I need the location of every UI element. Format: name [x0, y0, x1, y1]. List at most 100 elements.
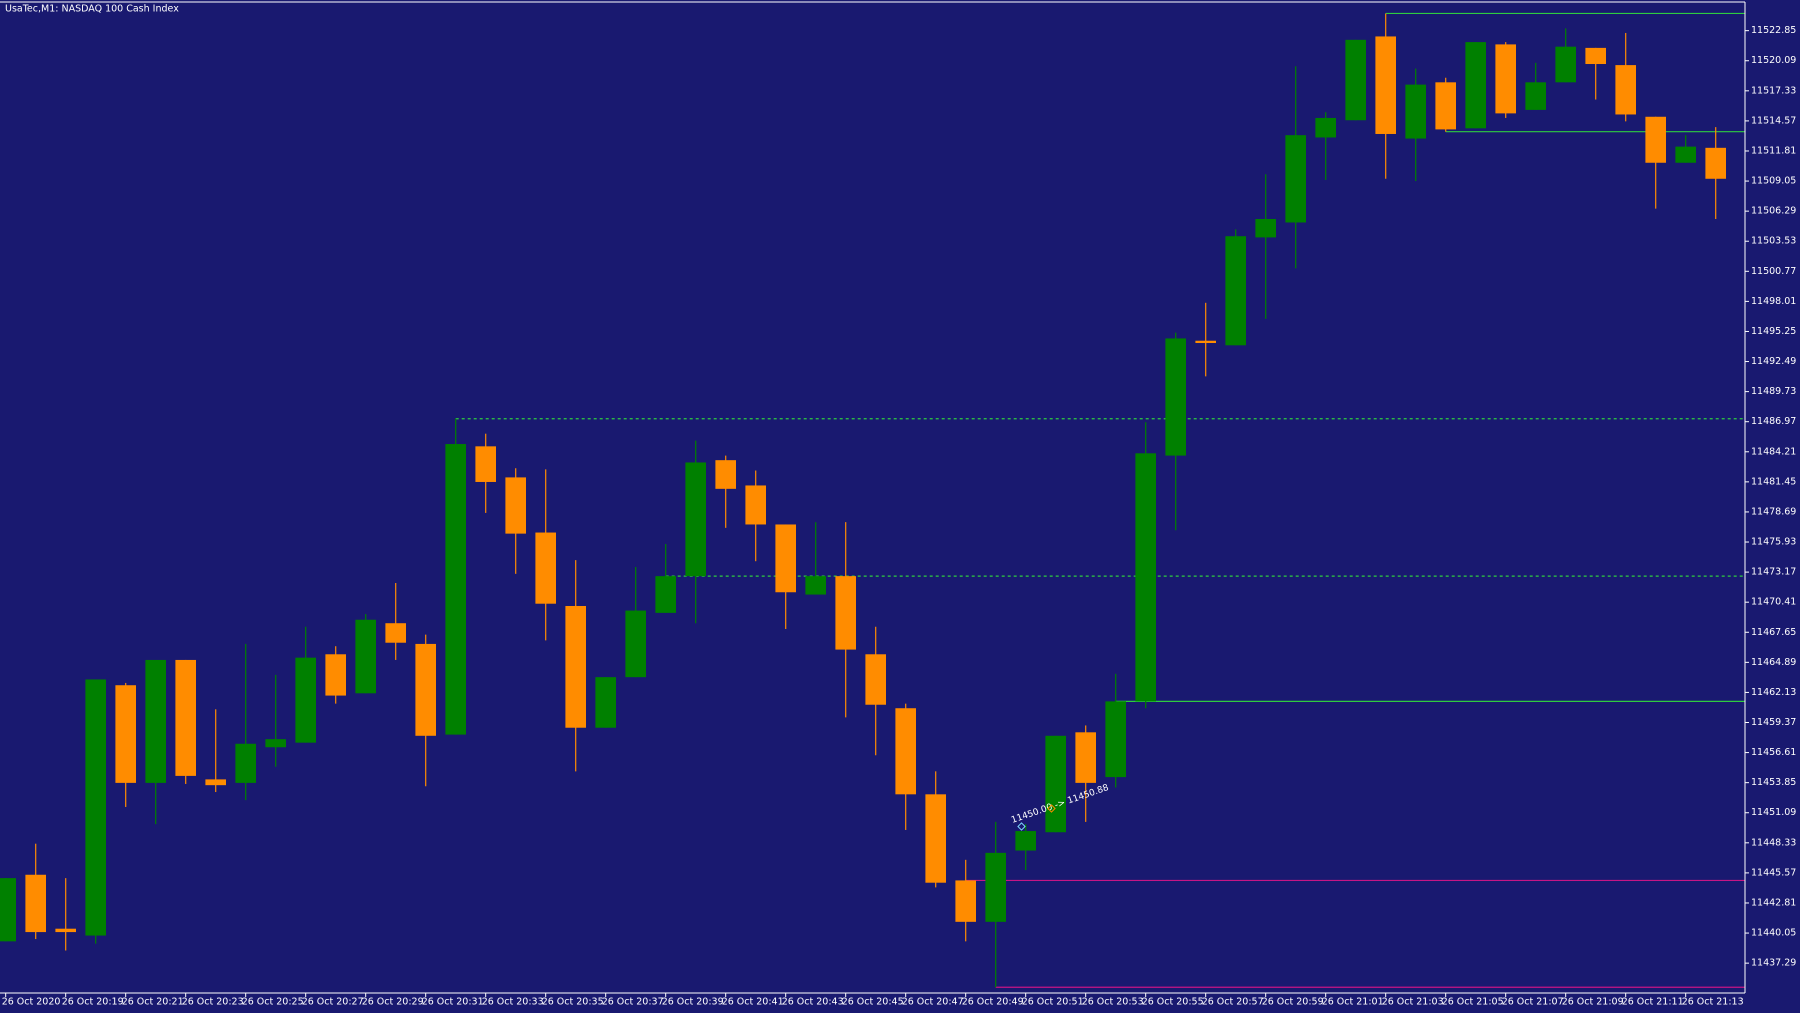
candle-body: [325, 654, 346, 696]
y-tick-label: 11503.53: [1751, 236, 1796, 247]
x-tick-label: 26 Oct 20:27: [302, 997, 364, 1008]
y-tick-label: 11481.45: [1751, 476, 1796, 487]
trade-marker: [1017, 822, 1026, 831]
x-tick-label: 26 Oct 20:21: [122, 997, 184, 1008]
x-tick-label: 26 Oct 20:33: [482, 997, 544, 1008]
candle-body: [1705, 147, 1726, 179]
x-tick-label: 26 Oct 21:13: [1682, 997, 1744, 1008]
y-tick-label: 11522.85: [1751, 25, 1796, 36]
candle-body: [1525, 82, 1546, 110]
candle-body: [1045, 735, 1066, 833]
y-tick-label: 11462.13: [1751, 687, 1796, 698]
candle-body: [595, 677, 616, 728]
candle-body: [565, 605, 586, 728]
x-tick-label: 26 Oct 20:41: [722, 997, 784, 1008]
candle-body: [775, 524, 796, 593]
candle-body: [835, 576, 856, 650]
candle-body: [55, 928, 76, 933]
candle-body: [1315, 117, 1336, 138]
candle-body: [415, 643, 436, 736]
candle-body: [25, 874, 46, 933]
x-tick-label: 26 Oct 20:45: [842, 997, 904, 1008]
candle-body: [1195, 340, 1216, 344]
y-tick-label: 11448.33: [1751, 837, 1796, 848]
candle-body: [1345, 39, 1366, 121]
trade-marker: [1047, 804, 1056, 813]
candle-body: [1495, 44, 1516, 114]
candle-body: [1105, 701, 1126, 778]
candle-body: [925, 794, 946, 883]
chart-title: UsaTec,M1: NASDAQ 100 Cash Index: [5, 4, 179, 15]
candle-body: [1675, 146, 1696, 163]
candle-body: [1075, 732, 1096, 783]
candle-body: [265, 739, 286, 748]
y-tick-label: 11486.97: [1751, 416, 1796, 427]
y-tick-label: 11489.73: [1751, 386, 1796, 397]
y-tick-label: 11451.09: [1751, 807, 1796, 818]
candle-body: [1555, 46, 1576, 83]
candle-body: [955, 880, 976, 922]
candle-body: [745, 485, 766, 525]
y-tick-label: 11453.85: [1751, 777, 1796, 788]
x-tick-label: 26 Oct 21:03: [1382, 997, 1444, 1008]
y-tick-label: 11517.33: [1751, 85, 1796, 96]
x-tick-label: 26 Oct 20:37: [602, 997, 664, 1008]
x-tick-label: 26 Oct 20:31: [422, 997, 484, 1008]
x-tick-label: 26 Oct 20:49: [962, 997, 1024, 1008]
y-tick-label: 11492.49: [1751, 356, 1796, 367]
y-tick-label: 11440.05: [1751, 928, 1796, 939]
x-tick-label: 26 Oct 20:47: [902, 997, 964, 1008]
x-tick-label: 26 Oct 20:23: [182, 997, 244, 1008]
candle-body: [0, 878, 17, 942]
x-tick-label: 26 Oct 21:01: [1322, 997, 1384, 1008]
candle-body: [535, 532, 556, 604]
candle-body: [115, 685, 136, 783]
candle-body: [355, 619, 376, 694]
candle-body: [865, 654, 886, 705]
candle-body: [1585, 47, 1606, 65]
candle-body: [1435, 82, 1456, 130]
y-tick-label: 11511.81: [1751, 145, 1796, 156]
y-tick-label: 11442.81: [1751, 897, 1796, 908]
y-tick-label: 11437.29: [1751, 958, 1796, 969]
y-tick-label: 11459.37: [1751, 717, 1796, 728]
candle-body: [1615, 65, 1636, 115]
x-tick-label: 26 Oct 20:29: [362, 997, 424, 1008]
candle-body: [805, 576, 826, 595]
y-tick-label: 11509.05: [1751, 176, 1796, 187]
candle-body: [1135, 453, 1156, 702]
candle-body: [715, 460, 736, 489]
candle-body: [205, 779, 226, 786]
candle-body: [1225, 236, 1246, 346]
y-tick-label: 11495.25: [1751, 326, 1796, 337]
x-tick-label: 26 Oct 21:05: [1442, 997, 1504, 1008]
candle-body: [295, 657, 316, 743]
y-tick-label: 11478.69: [1751, 506, 1796, 517]
candle-body: [1015, 831, 1036, 851]
x-tick-label: 26 Oct 20:51: [1022, 997, 1084, 1008]
y-tick-label: 11506.29: [1751, 206, 1796, 217]
y-tick-label: 11473.17: [1751, 567, 1796, 578]
candle-body: [1165, 338, 1186, 456]
candle-body: [1405, 84, 1426, 139]
candle-body: [655, 576, 676, 613]
y-tick-label: 11464.89: [1751, 657, 1796, 668]
candle-body: [505, 477, 526, 534]
candle-body: [445, 444, 466, 735]
candle-body: [895, 708, 916, 795]
x-tick-label: 26 Oct 20:43: [782, 997, 844, 1008]
x-tick-label: 26 Oct 21:07: [1502, 997, 1564, 1008]
y-tick-label: 11498.01: [1751, 296, 1796, 307]
candle-body: [85, 679, 106, 936]
y-tick-label: 11456.61: [1751, 747, 1796, 758]
candle-body: [145, 659, 166, 783]
y-tick-label: 11500.77: [1751, 266, 1796, 277]
candle-body: [685, 462, 706, 577]
x-tick-label: 26 Oct 20:55: [1142, 997, 1204, 1008]
candle-body: [175, 659, 196, 776]
candle-body: [1645, 116, 1666, 163]
candle-body: [385, 623, 406, 643]
candle-body: [985, 852, 1006, 922]
